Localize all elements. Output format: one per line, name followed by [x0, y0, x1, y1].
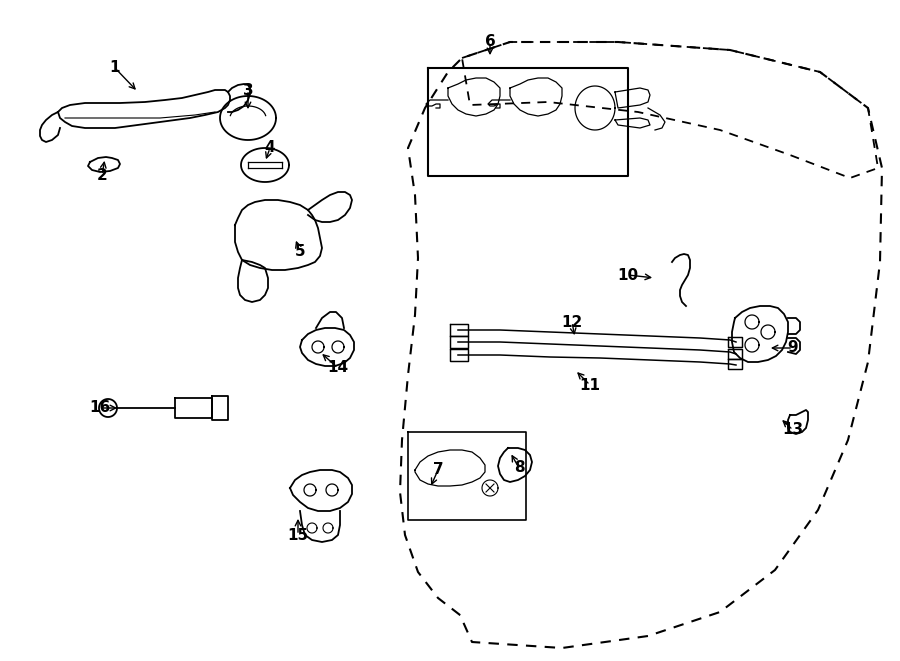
- Text: 8: 8: [514, 461, 525, 475]
- Text: 13: 13: [782, 422, 804, 438]
- Text: 7: 7: [433, 463, 444, 477]
- Text: 14: 14: [328, 360, 348, 375]
- Text: 5: 5: [294, 245, 305, 260]
- Text: 16: 16: [89, 401, 111, 416]
- Polygon shape: [728, 359, 742, 369]
- Polygon shape: [728, 337, 742, 347]
- Text: 9: 9: [788, 340, 798, 356]
- Polygon shape: [450, 336, 468, 348]
- Text: 15: 15: [287, 527, 309, 543]
- Text: 1: 1: [110, 61, 121, 75]
- Polygon shape: [450, 349, 468, 361]
- Text: 6: 6: [484, 34, 495, 50]
- Text: 11: 11: [580, 377, 600, 393]
- Text: 4: 4: [265, 141, 275, 155]
- Text: 12: 12: [562, 315, 582, 329]
- Text: 3: 3: [243, 83, 253, 98]
- Polygon shape: [450, 324, 468, 336]
- Text: 10: 10: [617, 268, 639, 282]
- Polygon shape: [728, 349, 742, 359]
- Text: 2: 2: [96, 167, 107, 182]
